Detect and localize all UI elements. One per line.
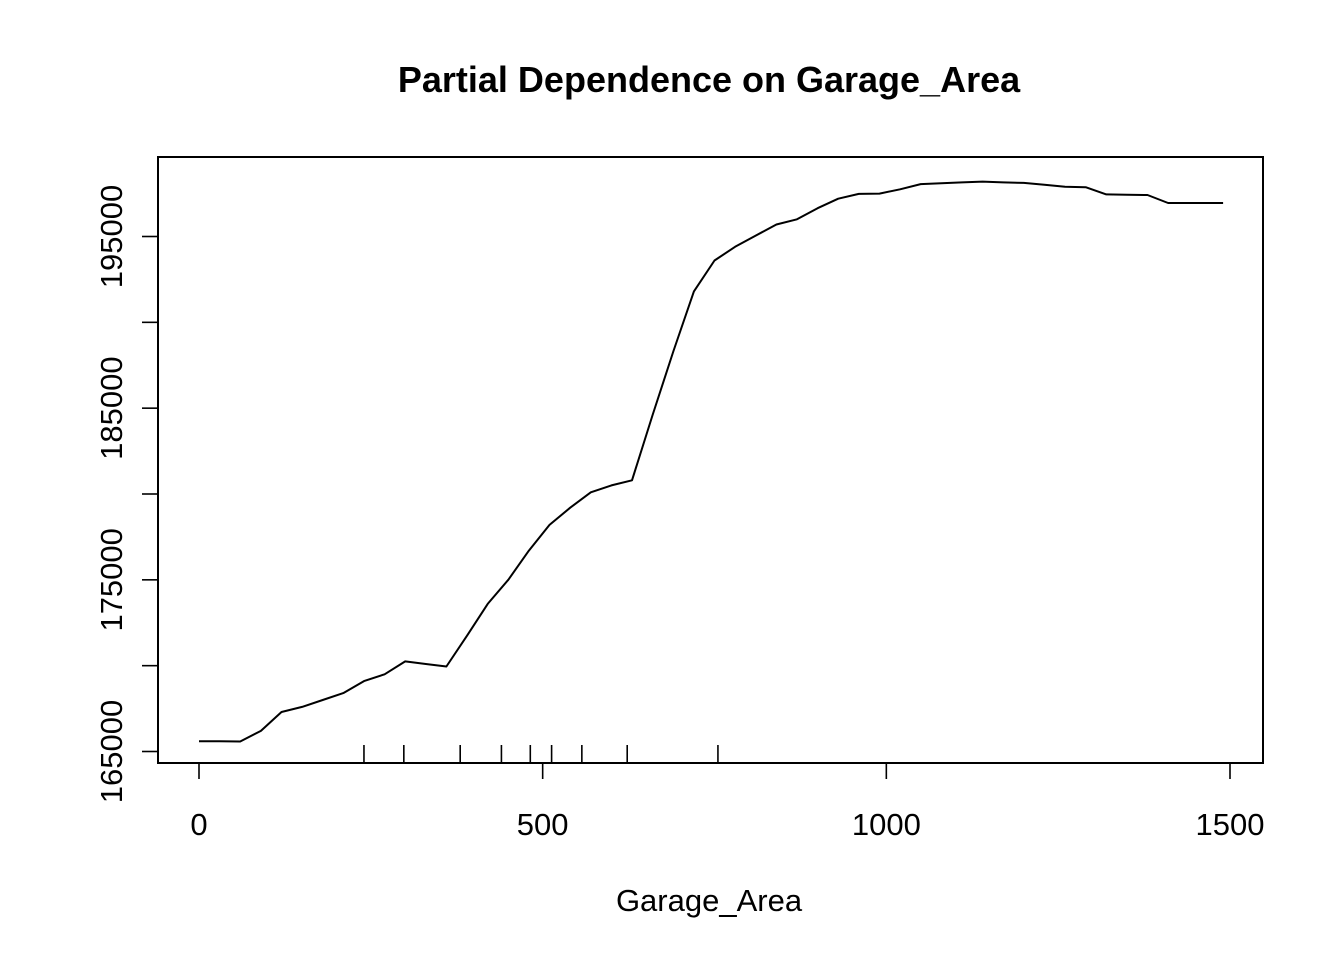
x-axis-label: Garage_Area [616, 883, 803, 918]
plot-area-frame [157, 156, 1264, 764]
x-tick-label: 1500 [1196, 807, 1265, 842]
y-tick-label: 185000 [94, 356, 129, 459]
x-axis: 0 500 1000 1500 [190, 762, 1265, 842]
series-line [199, 180, 1224, 743]
chart-title: Partial Dependence on Garage_Area [398, 59, 1021, 100]
y-tick-label: 175000 [94, 528, 129, 631]
x-tick-label: 0 [190, 807, 207, 842]
y-tick-label: 165000 [94, 700, 129, 803]
rug-marks [363, 745, 719, 763]
x-tick-label: 500 [517, 807, 569, 842]
y-axis: 165000 175000 185000 195000 [94, 185, 159, 803]
x-tick-label: 1000 [852, 807, 921, 842]
y-tick-label: 195000 [94, 185, 129, 288]
